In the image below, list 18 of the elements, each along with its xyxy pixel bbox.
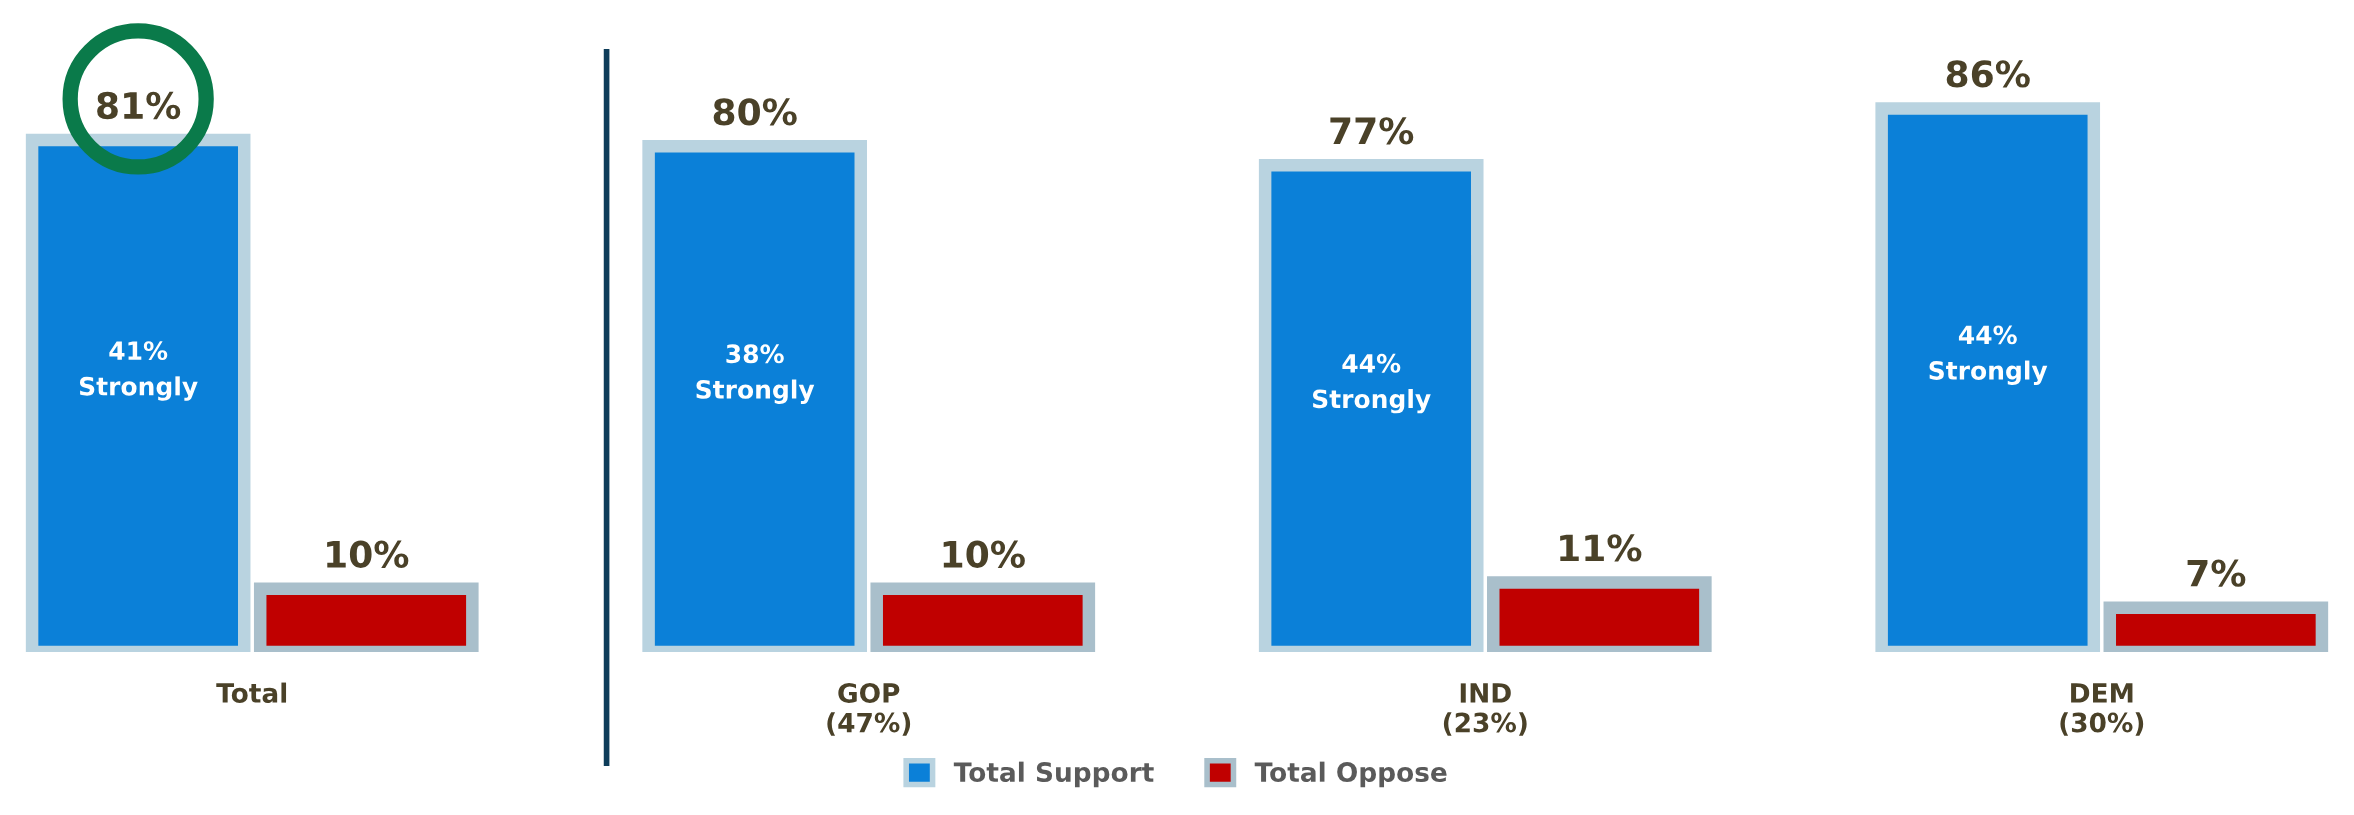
data-label: 10% (327, 540, 409, 568)
x-tick-label: Total (216, 682, 287, 703)
legend-label: Total Oppose (1254, 761, 1447, 788)
data-label: 7% (2187, 559, 2246, 587)
data-label: 86% (1946, 60, 2030, 88)
legend-label: Total Support (953, 761, 1154, 788)
data-label: 80% (713, 98, 797, 126)
data-label: 81% (97, 91, 181, 120)
x-tick-label: GOP (47%) (827, 683, 911, 736)
x-tick-label: DEM (30%) (2060, 683, 2144, 736)
annotation: 41% Strongly (79, 341, 198, 401)
data-label: 10% (943, 540, 1025, 568)
annotation: 38% Strongly (696, 344, 815, 404)
x-tick-label: IND (23%) (1443, 683, 1527, 736)
data-label: 11% (1560, 534, 1642, 562)
annotation: 44% Strongly (1312, 353, 1431, 414)
annotation: 44% Strongly (1929, 325, 2048, 385)
data-label: 77% (1330, 117, 1414, 145)
